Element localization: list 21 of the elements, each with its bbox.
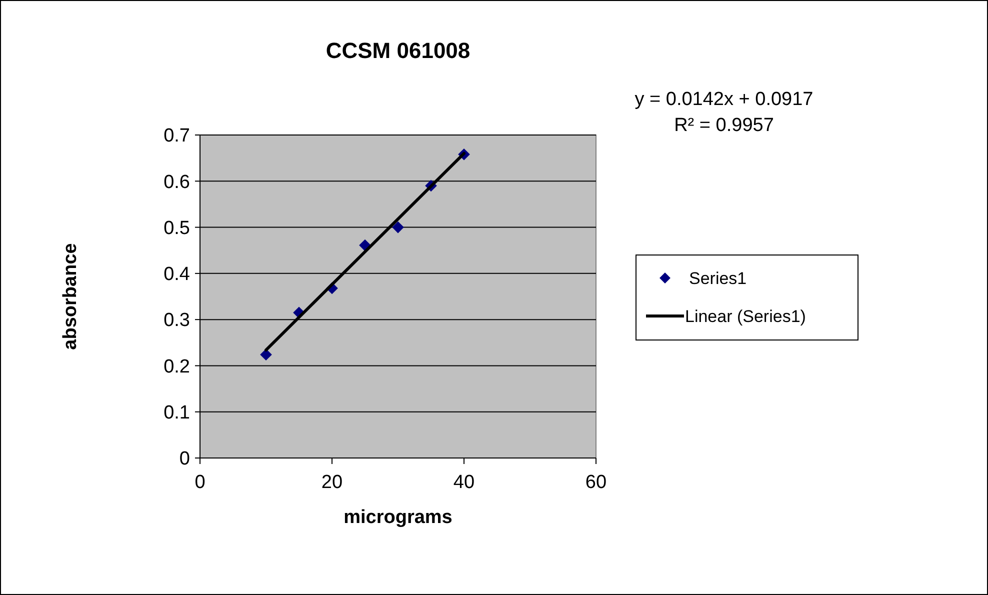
y-tick-label: 0 xyxy=(179,448,190,470)
y-tick-label: 0.4 xyxy=(164,264,190,286)
y-tick-label: 0.1 xyxy=(164,402,190,424)
point xyxy=(260,348,272,361)
y-tick-label: 0.2 xyxy=(164,356,190,378)
point xyxy=(392,221,404,234)
y-axis-title: absorbance xyxy=(60,243,81,350)
chart-title: CCSM 061008 xyxy=(326,38,470,63)
x-tick-label: 20 xyxy=(321,472,343,493)
x-tick-label: 60 xyxy=(585,472,607,493)
y-tick-label: 0.5 xyxy=(164,218,190,239)
y-tick-label: 0.7 xyxy=(164,126,190,147)
x-axis-title: micrograms xyxy=(344,507,452,528)
text: R² = 0.9957 xyxy=(674,115,774,136)
y-tick-label: 0.6 xyxy=(164,172,190,193)
legend-label: Linear (Series1) xyxy=(685,306,806,326)
y-tick-label: 0.3 xyxy=(164,310,190,332)
legend-label: Series1 xyxy=(689,268,747,288)
x-tick-label: 0 xyxy=(194,472,206,493)
x-tick-label: 40 xyxy=(453,472,475,493)
text: y = 0.0142x + 0.0917 xyxy=(634,89,814,110)
